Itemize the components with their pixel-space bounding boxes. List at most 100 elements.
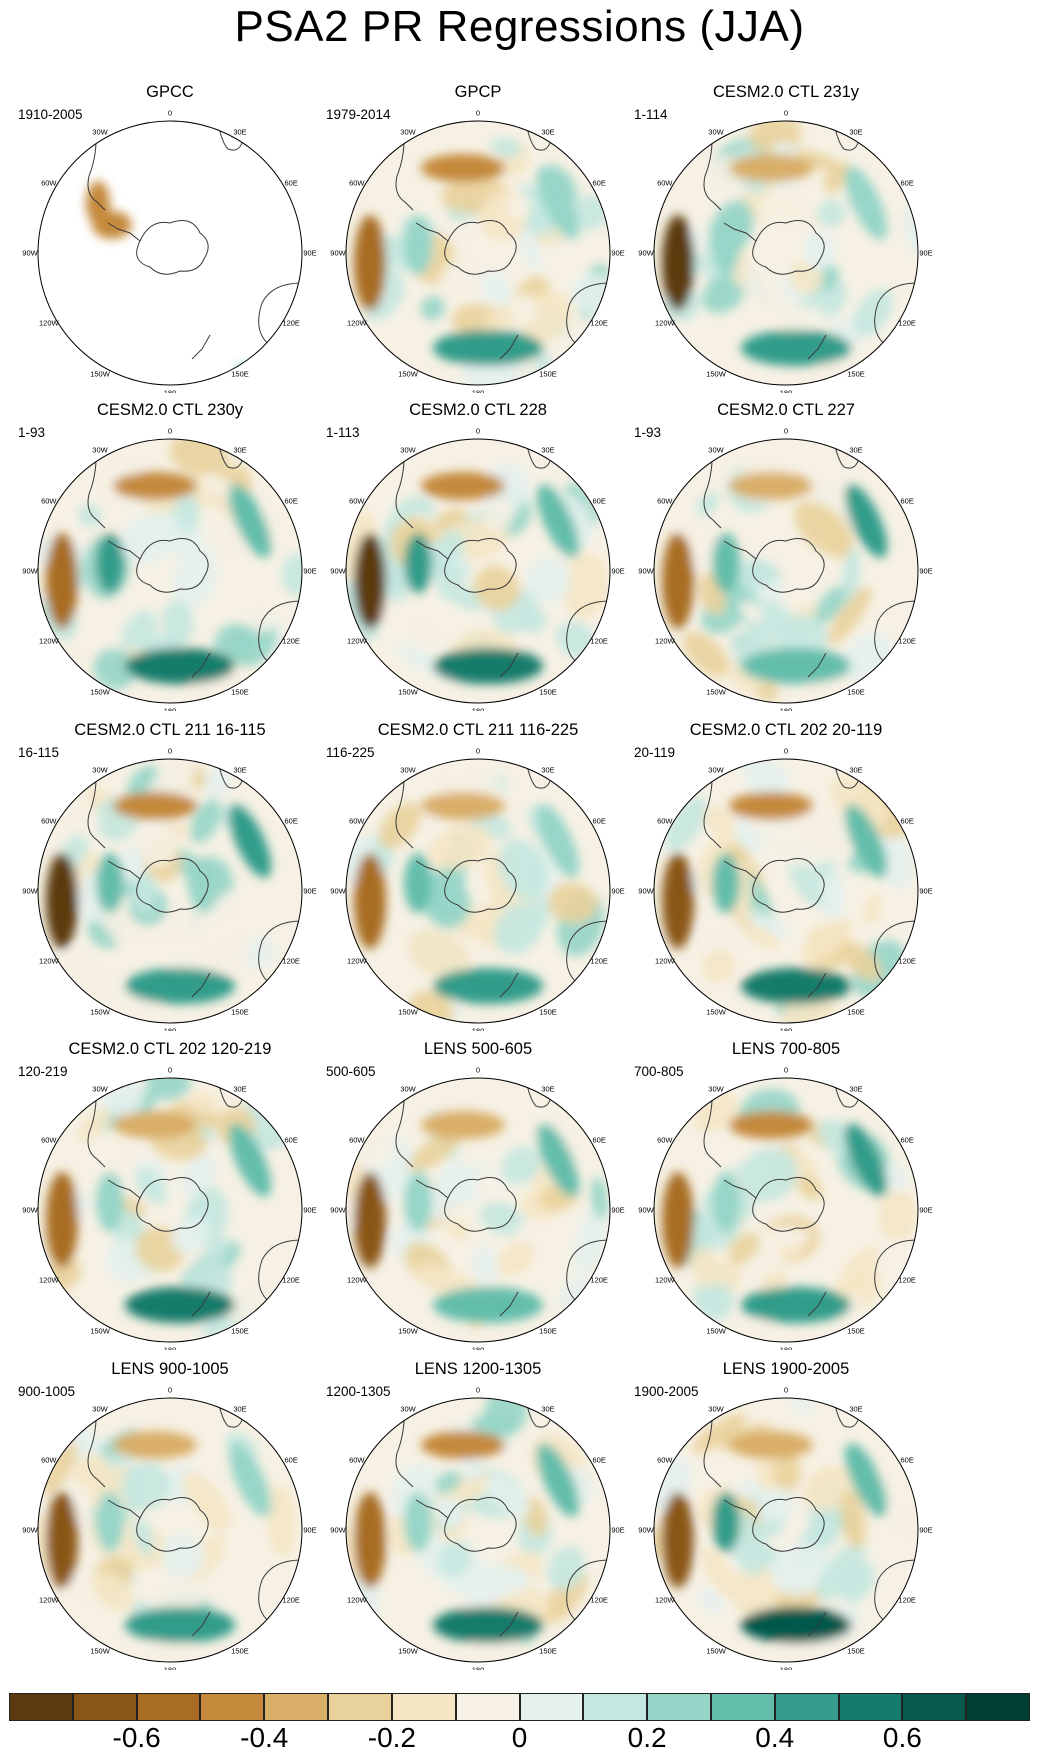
anomaly-blob	[536, 166, 580, 240]
anomaly-blob	[729, 1111, 813, 1139]
anomaly-blob	[466, 1571, 532, 1605]
longitude-label: 120E	[898, 957, 916, 966]
coastline	[525, 440, 551, 469]
polar-map-svg: 0 30E 60E 90E 120E 150E 180 150W 120W 90W 60W 30W	[22, 427, 316, 712]
longitude-label: 90W	[22, 1206, 38, 1215]
coastline	[752, 1177, 825, 1232]
anomaly-blob	[662, 1172, 694, 1268]
coastline	[752, 858, 825, 913]
coastline	[415, 860, 449, 880]
anomaly-blob	[204, 766, 231, 797]
longitude-label: 90W	[330, 887, 346, 896]
anomaly-blob	[474, 1168, 502, 1202]
anomaly-blob	[486, 1475, 530, 1517]
anomaly-blob	[354, 1492, 386, 1588]
anomaly-blob	[281, 553, 302, 596]
anomaly-blob	[354, 533, 386, 629]
panel-period: 1-93	[18, 425, 46, 440]
colorbar-tick-label: -0.2	[367, 1722, 416, 1753]
anomaly-blob	[473, 565, 520, 611]
coastline	[191, 1291, 211, 1317]
longitude-label: 60E	[901, 1136, 914, 1145]
anomaly-blob	[525, 556, 571, 604]
longitude-label: 90E	[611, 1526, 624, 1535]
anomaly-blob	[113, 472, 197, 500]
anomaly-blob	[479, 1202, 525, 1236]
longitude-label: 90W	[638, 567, 654, 576]
panel-title: CESM2.0 CTL 211 16-115	[74, 721, 266, 739]
longitude-label: 150W	[398, 370, 419, 379]
polar-map: 0 30E 60E 90E 120E 150E 180 150W 120W 90W 60W 30W	[10, 421, 330, 712]
longitude-label: 0	[476, 427, 480, 436]
longitude-label: 30W	[708, 765, 724, 774]
longitude-label: 0	[168, 747, 172, 756]
longitude-label: 30W	[708, 127, 724, 136]
longitude-label: 180	[164, 707, 177, 712]
anomaly-blob	[754, 761, 790, 801]
anomaly-blob	[680, 514, 700, 540]
longitude-label: 60E	[593, 179, 606, 188]
map-panel: CESM2.0 CTL 211 16-115 16-115 0 30E 60E 90E 12…	[10, 721, 330, 1041]
anomaly-blob	[142, 1579, 212, 1611]
panel-title: CESM2.0 CTL 230y	[96, 401, 244, 419]
polar-map-svg: 0 30E 60E 90E 120E 150E 180 150W 120W 90W 60W 30W	[638, 427, 932, 712]
coastline	[136, 858, 209, 913]
anomaly-blob	[189, 1091, 219, 1114]
longitude-label: 60W	[657, 1136, 673, 1145]
anomaly-blob	[125, 968, 235, 1004]
map-panel: CESM2.0 CTL 230y 1-93 0 30E 60E 90E 120E 150E 18…	[10, 401, 330, 721]
anomaly-blob	[509, 294, 538, 324]
coastline	[833, 1399, 859, 1428]
anomaly-blob	[42, 1441, 78, 1496]
colorbar-tick-label: 0.4	[755, 1722, 795, 1753]
longitude-label: 150E	[231, 1327, 249, 1336]
longitude-label: 90E	[303, 249, 316, 258]
map-panel: CESM2.0 CTL 231y 1-114 0 30E 60E 90E 120E 150E 1…	[626, 83, 946, 403]
longitude-label: 150E	[231, 370, 249, 379]
longitude-label: 120W	[655, 957, 676, 966]
anomaly-blob	[77, 1108, 113, 1141]
coastline	[444, 1497, 517, 1552]
colorbar-box	[136, 1693, 201, 1721]
anomaly-blob	[662, 853, 694, 949]
anomaly-blob	[493, 902, 544, 954]
anomaly-blob	[357, 1132, 394, 1168]
anomaly-blob	[228, 1123, 272, 1197]
longitude-label: 120E	[282, 1596, 300, 1605]
coastline	[415, 540, 449, 560]
longitude-label: 0	[168, 1386, 172, 1395]
anomaly-blob	[205, 890, 243, 945]
longitude-label: 90E	[919, 887, 932, 896]
coastline	[191, 1611, 211, 1637]
longitude-label: 0	[784, 747, 788, 756]
coastline	[107, 1179, 141, 1199]
anomaly-blob	[266, 1485, 296, 1557]
anomaly-blob	[160, 1534, 205, 1578]
anomaly-blob	[113, 1111, 197, 1139]
coastline	[191, 334, 211, 360]
map-panel: GPCP 1979-2014 0 30E 60E 90E 120E 150E 180 150W 12…	[318, 83, 638, 403]
anomaly-blob	[844, 1123, 888, 1197]
longitude-label: 150W	[398, 688, 419, 697]
longitude-label: 90W	[22, 887, 38, 896]
longitude-label: 180	[780, 1666, 793, 1671]
coastline	[499, 1611, 519, 1637]
map-panel: LENS 500-605 500-605 0 30E 60E 90E 120E 150E 180…	[318, 1040, 638, 1360]
anomaly-blob	[404, 1172, 432, 1232]
anomaly-blob	[741, 648, 851, 684]
anomaly-blob	[484, 498, 514, 532]
anomaly-blob	[536, 804, 580, 878]
polar-map-svg: 0 30E 60E 90E 120E 150E 180 150W 120W 90W 60W 30W	[330, 427, 624, 712]
anomaly-blob	[547, 882, 598, 923]
longitude-label: 30E	[233, 1404, 246, 1413]
map-border	[653, 1077, 919, 1343]
longitude-label: 30E	[849, 127, 862, 136]
anomaly-blob	[662, 533, 694, 629]
coastline	[415, 1499, 449, 1519]
map-border	[653, 438, 919, 704]
colorbar-box	[647, 1693, 711, 1721]
longitude-label: 0	[168, 109, 172, 118]
anomaly-blob	[46, 1172, 78, 1268]
map-border	[345, 120, 611, 386]
panel-period: 120-219	[18, 1064, 68, 1079]
